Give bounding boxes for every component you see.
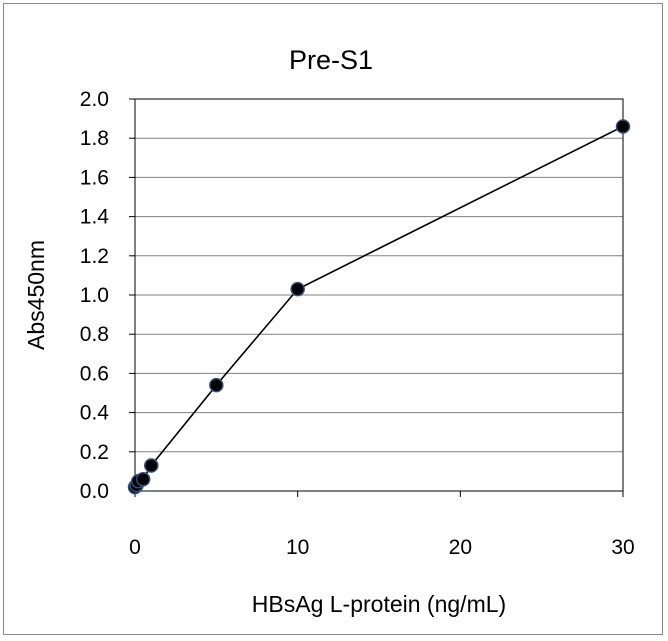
y-tick-label: 1.0: [80, 284, 109, 307]
y-tick-label: 1.4: [80, 206, 110, 229]
series-line: [134, 125, 624, 488]
y-tick-label: 1.2: [80, 245, 109, 268]
y-tick-label: 0.0: [80, 480, 109, 503]
data-point: [290, 281, 305, 297]
data-point: [144, 458, 159, 473]
x-tick-label: 0: [129, 536, 141, 559]
y-tick-label: 0.4: [80, 402, 110, 425]
x-tick-label: 30: [611, 536, 634, 559]
y-axis-ticks: 0.0 0.2 0.4 0.6 0.8 1.0 1.2 1.4 1.6 1.8 2.0: [80, 88, 135, 503]
y-tick-label: 1.6: [80, 166, 109, 189]
y-tick-label: 0.6: [80, 362, 109, 385]
chart-title: Pre-S1: [289, 45, 373, 75]
y-tick-label: 0.2: [80, 441, 109, 464]
data-point: [209, 377, 224, 393]
y-tick-label: 1.8: [80, 127, 109, 150]
data-point: [135, 471, 151, 487]
y-tick-label: 2.0: [80, 88, 109, 111]
x-tick-label: 20: [449, 536, 472, 559]
data-point: [615, 119, 631, 134]
x-tick-label: 10: [286, 536, 309, 559]
chart-svg: Pre-S1 0.0 0.2 0.4 0.6 0.8 1.0 1.2 1.4 1.6 1.8 2.0…: [23, 45, 635, 617]
chart-frame: Pre-S1 0.0 0.2 0.4 0.6 0.8 1.0 1.2 1.4 1.6 1.8 2.0…: [3, 3, 663, 635]
x-axis-label: HBsAg L-protein (ng/mL): [252, 591, 506, 617]
y-tick-label: 0.8: [80, 323, 109, 346]
x-axis-ticks: 0 10 20 30: [129, 491, 635, 559]
gridlines: [135, 137, 623, 453]
series-group: [127, 119, 631, 495]
y-axis-label: Abs450nm: [23, 240, 49, 350]
